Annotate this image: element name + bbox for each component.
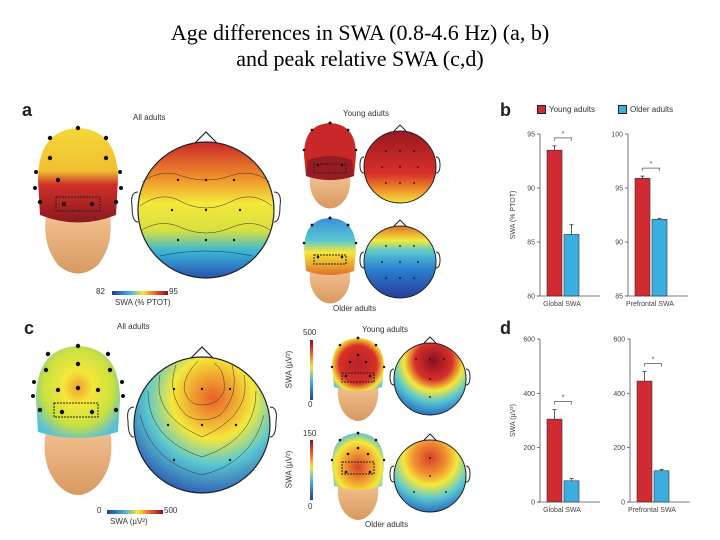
y-tick-label: 90 (615, 240, 623, 247)
panel-a-colorbar-min: 82 (96, 287, 105, 296)
y-tick-label: 200 (613, 445, 625, 452)
bar-young (546, 418, 563, 503)
panel-c-young-colorbar-max: 500 (303, 328, 317, 337)
significance-marker: * (652, 357, 655, 364)
y-tick-label: 100 (611, 132, 623, 139)
panel-c-older-label: Older adults (365, 520, 409, 529)
panel-c-older-topomap (389, 433, 471, 513)
legend-older: Older adults (618, 105, 673, 114)
bar-older (563, 480, 580, 503)
panel-a-older-label: Older adults (333, 304, 377, 313)
y-tick-label: 400 (523, 391, 535, 398)
panel-a-young-head-3d (302, 121, 358, 209)
y-tick-label: 85 (527, 240, 535, 247)
legend-older-swatch (618, 105, 627, 114)
panel-a-colorbar-max: 95 (169, 287, 178, 296)
slide-title: Age differences in SWA (0.8-4.6 Hz) (a, … (0, 20, 720, 72)
significance-marker: * (562, 395, 565, 402)
y-tick-label: 600 (613, 337, 625, 344)
panel-c-young-head-3d (330, 336, 386, 421)
panel-a-topomap (131, 131, 281, 279)
y-tick-label: 200 (523, 445, 535, 452)
y-tick-label: 600 (523, 337, 535, 344)
legend-young-label: Young adults (549, 105, 595, 114)
panel-c-older-colorbar-min: 0 (308, 502, 313, 511)
panel-c-colorbar-min: 0 (97, 506, 102, 515)
y-axis-label-b: SWA (% PTOT) (510, 191, 517, 240)
panel-c-older-colorbar (310, 440, 313, 500)
x-axis-label: Global SWA (543, 301, 581, 308)
panel-a-head-3d (33, 125, 123, 274)
panel-a-older-topomap (359, 219, 441, 299)
bar-older (651, 219, 668, 297)
panel-c-head-3d (31, 343, 125, 495)
bar-older (563, 234, 580, 297)
panel-a-group-label: All adults (133, 113, 166, 122)
title-line-2: and peak relative SWA (c,d) (236, 46, 484, 71)
bar-older (653, 470, 670, 503)
panel-a-older-head-3d (302, 216, 358, 304)
panel-c-colorbar (107, 510, 163, 514)
panel-c-young-label: Young adults (362, 325, 408, 334)
significance-bracket (642, 167, 660, 172)
y-tick-label: 0 (621, 500, 625, 507)
panel-c-older-colorbar-max: 150 (303, 429, 317, 438)
panel-a-colorbar (112, 291, 168, 295)
legend-young: Young adults (537, 105, 595, 114)
y-tick-label: 80 (527, 294, 535, 301)
panel-a-colorbar-label: SWA (% PTOT) (115, 298, 171, 307)
panel-c-colorbar-max: 500 (164, 506, 178, 515)
significance-marker: * (650, 161, 653, 168)
legend-young-swatch (537, 105, 546, 114)
significance-bracket (644, 363, 662, 367)
legend-older-label: Older adults (630, 105, 674, 114)
bar-young (546, 149, 563, 297)
bar-young (636, 380, 653, 503)
y-tick-label: 85 (615, 294, 623, 301)
significance-marker: * (562, 131, 565, 138)
y-axis-label-d: SWA (µV²) (510, 404, 517, 437)
significance-bracket (554, 137, 572, 141)
panel-c-topomap (127, 346, 277, 494)
panel-c-young-colorbar-min: 0 (308, 400, 313, 409)
panel-d-letter: d (500, 318, 511, 338)
panel-a-letter: a (22, 100, 33, 120)
significance-bracket (554, 401, 572, 405)
panel-c-older-head-3d (330, 431, 386, 520)
panel-a-young-label: Young adults (343, 109, 389, 118)
panel-c-young-topomap (389, 336, 471, 416)
x-axis-label: Prefrontal SWA (626, 301, 674, 308)
y-tick-label: 90 (527, 186, 535, 193)
bar-young (634, 177, 651, 297)
y-tick-label: 95 (527, 132, 535, 139)
panel-a-young-topomap (359, 124, 441, 204)
panel-c-letter: c (24, 318, 35, 338)
panel-c-group-label: All adults (117, 322, 150, 331)
x-axis-label: Global SWA (543, 507, 581, 514)
panel-b-letter: b (500, 100, 511, 120)
panel-c-young-colorbar (310, 340, 313, 400)
panel-c-colorbar-label: SWA (µV²) (110, 517, 148, 526)
y-tick-label: 95 (615, 186, 623, 193)
y-tick-label: 400 (613, 391, 625, 398)
title-line-1: Age differences in SWA (0.8-4.6 Hz) (a, … (170, 20, 550, 45)
x-axis-label: Prefrontal SWA (628, 507, 676, 514)
y-tick-label: 0 (531, 500, 535, 507)
